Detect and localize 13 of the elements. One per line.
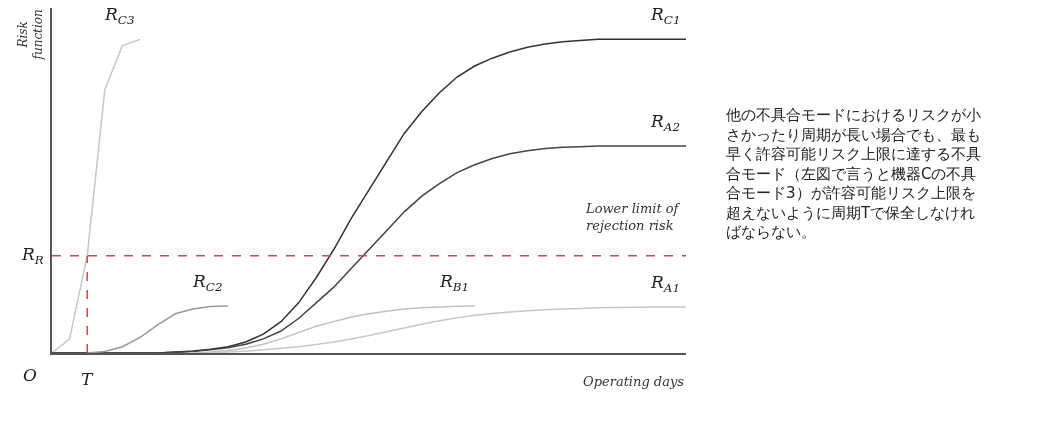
series-label: R$_{C2}$ bbox=[192, 271, 223, 294]
series-label: R$_{A1}$ bbox=[650, 272, 680, 295]
series-label: R$_{C1}$ bbox=[650, 4, 681, 27]
x-axis-title: Operating days bbox=[583, 374, 685, 389]
text: O bbox=[23, 365, 37, 385]
series-label: R$_{C3}$ bbox=[104, 4, 135, 27]
text: T bbox=[81, 369, 94, 389]
series-label: R$_{A2}$ bbox=[650, 111, 680, 134]
ref-line-label: R$_{R}$ bbox=[21, 244, 44, 267]
annotation: Lower limit of rejection risk bbox=[585, 201, 681, 233]
y-axis-title: Risk function bbox=[15, 9, 46, 61]
series-label: R$_{B1}$ bbox=[439, 271, 470, 294]
text: 他の不具合モードにおけるリスクが小さかったり周期が長い場合でも、最も早く許容可能リスク上限に達する不具合モード（左図で言うと機器Cの不具合モード3）が許容可能リスク上限を超えないように周期Tで保全しなければならない。 bbox=[726, 106, 981, 241]
